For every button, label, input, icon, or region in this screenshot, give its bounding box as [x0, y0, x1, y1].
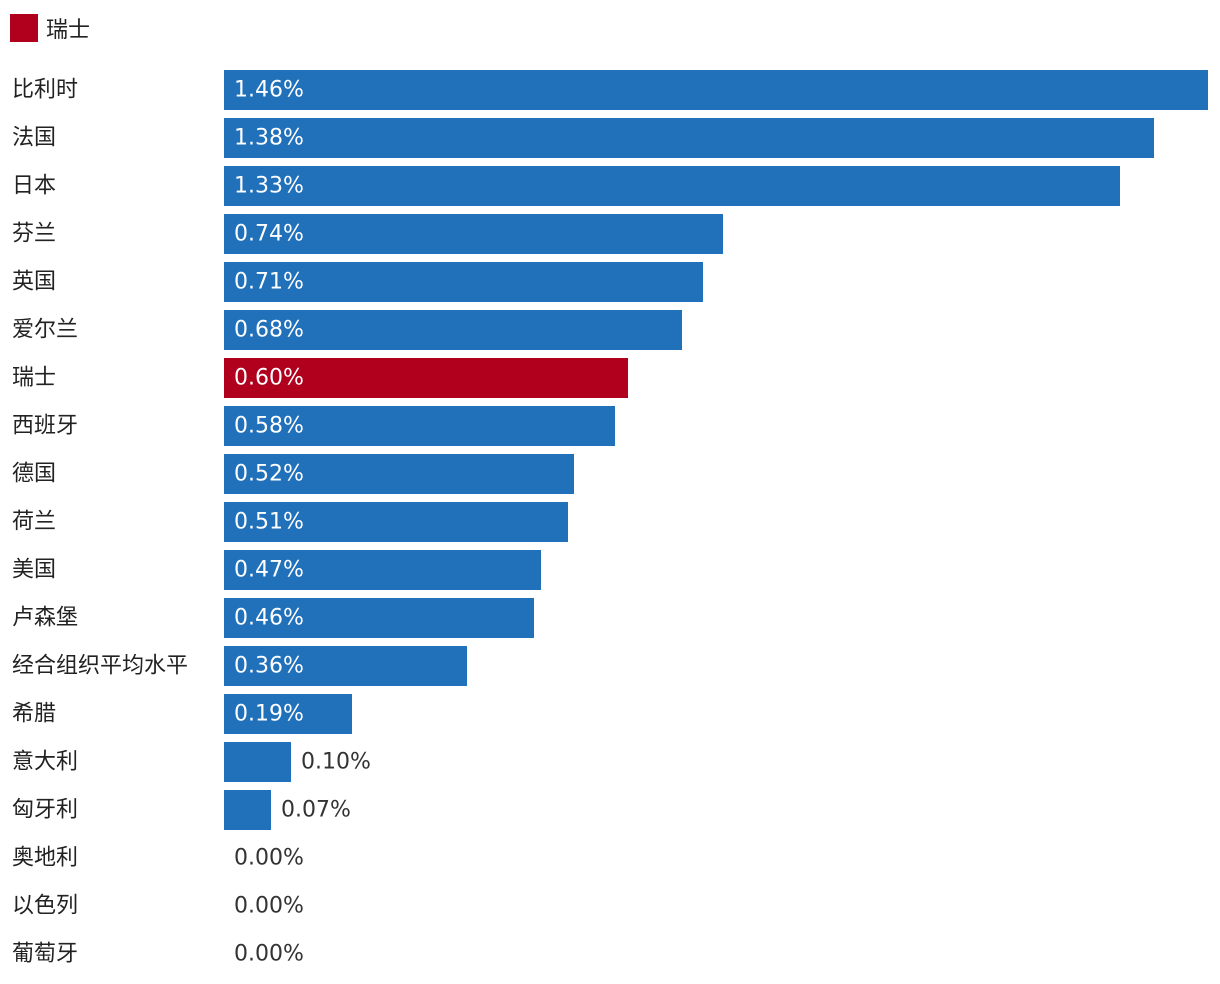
- category-label: 德国: [12, 462, 56, 487]
- category-label: 比利时: [12, 78, 78, 103]
- value-label: 0.51%: [234, 510, 304, 535]
- value-label: 0.52%: [234, 462, 304, 487]
- category-label: 法国: [12, 126, 56, 151]
- bar: [224, 454, 574, 494]
- category-label: 希腊: [12, 702, 56, 727]
- bar: [224, 550, 541, 590]
- category-label: 英国: [12, 270, 56, 295]
- value-label: 0.74%: [234, 222, 304, 247]
- bar: [224, 166, 1120, 206]
- category-label: 荷兰: [12, 510, 56, 535]
- bar: [224, 262, 703, 302]
- category-label: 芬兰: [12, 222, 56, 247]
- category-label: 美国: [12, 558, 56, 583]
- category-label: 瑞士: [12, 366, 56, 391]
- value-label: 0.19%: [234, 702, 304, 727]
- category-label: 经合组织平均水平: [12, 654, 188, 679]
- bar: [224, 742, 291, 782]
- category-label: 日本: [12, 174, 56, 199]
- category-label: 以色列: [12, 894, 78, 919]
- legend: 瑞士: [10, 14, 91, 43]
- value-label: 0.10%: [301, 750, 371, 775]
- value-label: 0.71%: [234, 270, 304, 295]
- legend-swatch: [10, 14, 38, 42]
- category-label: 葡萄牙: [12, 942, 78, 967]
- value-label: 0.58%: [234, 414, 304, 439]
- bar: [224, 598, 534, 638]
- value-label: 0.46%: [234, 606, 304, 631]
- category-label: 爱尔兰: [12, 318, 78, 343]
- category-label: 西班牙: [12, 414, 78, 439]
- bar: [224, 70, 1208, 110]
- bar: [224, 118, 1154, 158]
- value-label: 0.60%: [234, 366, 304, 391]
- category-label: 卢森堡: [12, 606, 78, 631]
- bar: [224, 790, 271, 830]
- value-label: 1.33%: [234, 174, 304, 199]
- category-label: 匈牙利: [12, 798, 78, 823]
- value-label: 0.00%: [234, 846, 304, 871]
- value-label: 0.47%: [234, 558, 304, 583]
- legend-label: 瑞士: [46, 18, 91, 43]
- value-label: 1.38%: [234, 126, 304, 151]
- category-label: 奥地利: [12, 846, 78, 871]
- bar: [224, 214, 723, 254]
- bar: [224, 694, 352, 734]
- bar: [224, 406, 615, 446]
- bar-highlight: [224, 358, 628, 398]
- value-label: 0.07%: [281, 798, 351, 823]
- category-label: 意大利: [12, 750, 78, 775]
- bar: [224, 646, 467, 686]
- bar: [224, 310, 682, 350]
- value-label: 0.36%: [234, 654, 304, 679]
- value-label: 0.68%: [234, 318, 304, 343]
- value-label: 0.00%: [234, 942, 304, 967]
- bar: [224, 502, 568, 542]
- value-label: 0.00%: [234, 894, 304, 919]
- value-label: 1.46%: [234, 78, 304, 103]
